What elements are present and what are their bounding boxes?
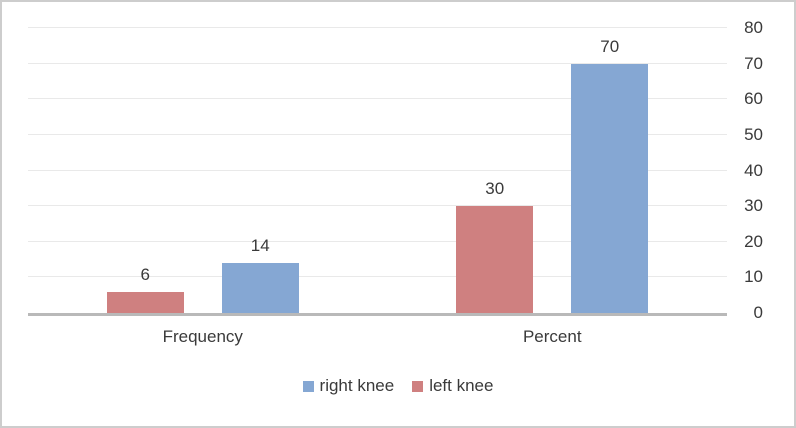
y-axis-tick-label: 20 xyxy=(744,231,763,251)
gridline xyxy=(28,276,727,278)
legend-swatch-left-knee xyxy=(412,380,424,392)
y-axis: 0 10 20 30 40 50 60 70 80 xyxy=(733,18,763,322)
bar-left-knee-percent xyxy=(456,206,534,313)
bar-value-label: 30 xyxy=(485,179,505,199)
bar-left-knee-frequency xyxy=(106,291,184,313)
legend-label: right knee xyxy=(319,376,395,395)
legend-label: left knee xyxy=(429,376,494,395)
y-axis-tick-label: 40 xyxy=(744,160,763,180)
legend-swatch-right-knee xyxy=(302,380,314,392)
bar-right-knee-percent xyxy=(571,63,649,313)
y-axis-tick-label: 0 xyxy=(753,303,763,322)
y-axis-tick-label: 60 xyxy=(744,89,763,109)
bar-value-label: 6 xyxy=(140,264,150,284)
legend: right knee left knee xyxy=(2,376,794,396)
y-axis-tick-label: 30 xyxy=(744,196,763,216)
gridline xyxy=(28,98,727,100)
gridline xyxy=(28,240,727,242)
x-axis-category-label: Frequency xyxy=(162,327,243,346)
bar-right-knee-frequency xyxy=(221,263,299,313)
x-axis-category-label: Percent xyxy=(522,327,582,346)
gridline xyxy=(28,133,727,135)
legend-item-left-knee: left knee xyxy=(412,376,493,396)
gridline xyxy=(28,169,727,171)
bar-value-label: 70 xyxy=(600,36,620,56)
y-axis-tick-label: 70 xyxy=(744,53,763,73)
gridline xyxy=(28,205,727,207)
bar-value-label: 14 xyxy=(250,236,270,256)
gridline xyxy=(28,62,727,64)
plot-area: 6 14 30 70 xyxy=(28,27,727,316)
y-axis-tick-label: 50 xyxy=(744,124,763,144)
y-axis-tick-label: 80 xyxy=(744,18,763,37)
x-axis: Frequency Percent xyxy=(28,316,727,350)
gridline xyxy=(28,27,727,28)
y-axis-tick-label: 10 xyxy=(744,267,763,287)
legend-item-right-knee: right knee xyxy=(302,376,395,396)
